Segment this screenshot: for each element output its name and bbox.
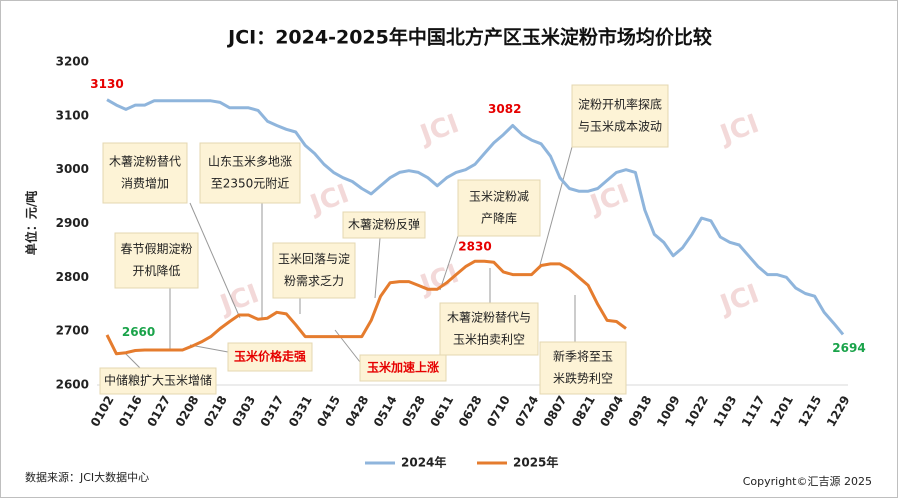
y-tick-label: 2800	[56, 270, 89, 284]
annotation-text: 玉米回落与淀	[278, 252, 350, 266]
data-label: 2660	[122, 325, 155, 339]
annotation-box	[102, 142, 188, 204]
copyright: Copyright©汇吉源 2025	[743, 474, 872, 488]
data-label: 2694	[832, 341, 865, 355]
chart-title: JCI：2024-2025年中国北方产区玉米淀粉市场均价比较	[226, 26, 712, 49]
data-label: 2830	[458, 240, 491, 254]
annotation-text: 玉米加速上涨	[367, 360, 439, 375]
annotation-text: 山东玉米多地涨	[208, 154, 292, 169]
annotation-text: 消费增加	[121, 177, 169, 191]
annotation-leader	[539, 146, 573, 266]
data-label: 3082	[488, 102, 521, 116]
annotation-box	[342, 211, 426, 239]
annotation-text: 米跌势利空	[553, 371, 613, 386]
y-tick-label: 2700	[56, 324, 89, 338]
annotation-box	[571, 84, 669, 148]
series-line	[106, 98, 845, 336]
annotation-text: 淀粉开机率探底	[578, 97, 662, 112]
annotation-text: 与玉米成本波动	[578, 120, 662, 134]
annotation-text: 产降库	[481, 211, 517, 226]
annotation-box	[227, 342, 313, 372]
annotation-box	[539, 341, 627, 395]
annotation-box	[99, 367, 217, 395]
y-tick-label: 2900	[56, 216, 89, 230]
annotation-box	[359, 354, 447, 382]
annotation-box	[457, 179, 541, 237]
source: 数据来源：JCI大数据中心	[25, 470, 149, 484]
annotation-text: 玉米淀粉减	[469, 190, 529, 204]
annotation-text: 开机降低	[132, 264, 180, 278]
annotation-box	[199, 142, 301, 204]
data-label: 3130	[90, 77, 123, 91]
legend-label: 2025年	[513, 455, 558, 470]
legend-label: 2024年	[401, 455, 446, 470]
annotation-leader	[124, 352, 141, 369]
annotation-text: 木薯淀粉替代与	[447, 311, 531, 325]
annotation-text: 玉米拍卖利空	[453, 332, 525, 347]
y-tick-label: 3000	[56, 162, 89, 176]
annotation-text: 春节假期淀粉	[120, 242, 192, 256]
annotation-box	[272, 242, 356, 299]
annotation-text: 木薯淀粉反弹	[348, 218, 420, 232]
annotation-leader	[189, 344, 229, 353]
annotation-leader	[439, 235, 459, 291]
y-tick-label: 3100	[56, 108, 89, 122]
y-tick-label: 2600	[56, 378, 89, 392]
annotation-leader	[189, 202, 241, 319]
y-tick-label: 3200	[56, 55, 89, 69]
series-line	[105, 259, 627, 356]
annotation-text: 新季将至玉	[553, 349, 613, 364]
annotation-leader	[374, 237, 381, 299]
annotation-text: 中储粮扩大玉米增储	[104, 373, 212, 388]
annotation-text: 玉米价格走强	[234, 349, 306, 364]
annotation-box	[114, 232, 199, 289]
y-axis-label: 单位：元/吨	[24, 191, 39, 255]
annotation-text: 木薯淀粉替代	[109, 155, 181, 169]
annotation-text: 粉需求乏力	[284, 274, 344, 288]
annotation-text: 至2350元附近	[211, 177, 290, 191]
annotation-box	[439, 302, 539, 356]
